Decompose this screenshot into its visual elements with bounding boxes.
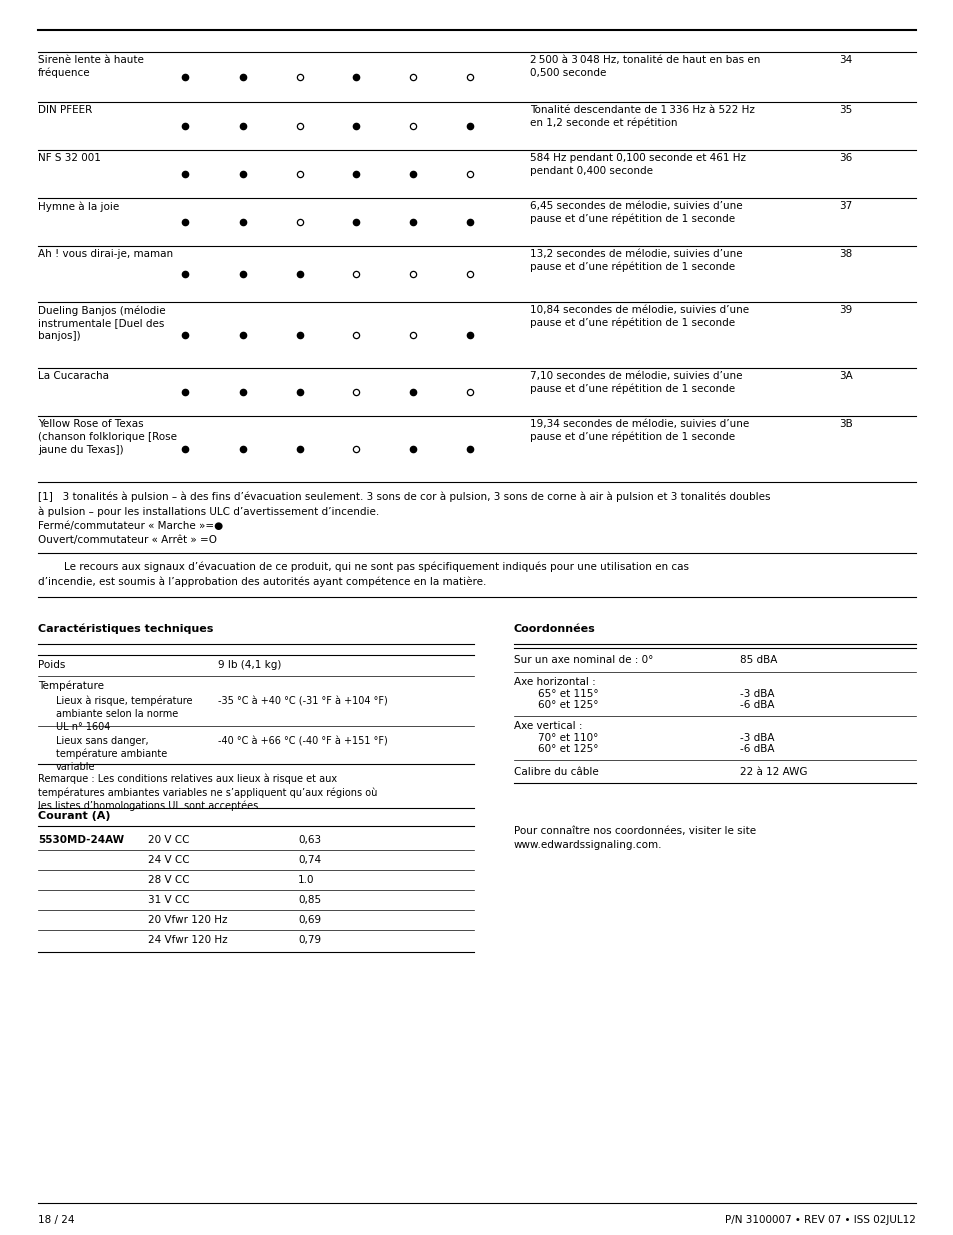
Text: 0,69: 0,69 xyxy=(297,915,321,925)
Text: Yellow Rose of Texas
(chanson folklorique [Rose
jaune du Texas]): Yellow Rose of Texas (chanson folkloriqu… xyxy=(38,419,177,454)
Text: 7,10 secondes de mélodie, suivies d’une
pause et d’une répétition de 1 seconde: 7,10 secondes de mélodie, suivies d’une … xyxy=(530,370,741,394)
Text: 0,85: 0,85 xyxy=(297,895,321,905)
Text: Lieux sans danger,
température ambiante
variable: Lieux sans danger, température ambiante … xyxy=(56,736,167,772)
Text: Le recours aux signaux d’évacuation de ce produit, qui ne sont pas spécifiquemen: Le recours aux signaux d’évacuation de c… xyxy=(38,562,688,588)
Text: 1.0: 1.0 xyxy=(297,876,314,885)
Text: 70° et 110°: 70° et 110° xyxy=(537,734,598,743)
Text: 584 Hz pendant 0,100 seconde et 461 Hz
pendant 0,400 seconde: 584 Hz pendant 0,100 seconde et 461 Hz p… xyxy=(530,153,745,175)
Text: 38: 38 xyxy=(838,249,851,259)
Text: 18 / 24: 18 / 24 xyxy=(38,1215,74,1225)
Text: 24 V CC: 24 V CC xyxy=(148,855,190,864)
Text: 20 Vfwr 120 Hz: 20 Vfwr 120 Hz xyxy=(148,915,227,925)
Text: Axe vertical :: Axe vertical : xyxy=(514,721,582,731)
Text: Remarque : Les conditions relatives aux lieux à risque et aux
températures ambia: Remarque : Les conditions relatives aux … xyxy=(38,774,377,811)
Text: 85 dBA: 85 dBA xyxy=(740,655,777,664)
Text: Tonalité descendante de 1 336 Hz à 522 Hz
en 1,2 seconde et répétition: Tonalité descendante de 1 336 Hz à 522 H… xyxy=(530,105,754,128)
Text: 19,34 secondes de mélodie, suivies d’une
pause et d’une répétition de 1 seconde: 19,34 secondes de mélodie, suivies d’une… xyxy=(530,419,748,442)
Text: 3A: 3A xyxy=(838,370,852,382)
Text: Sur un axe nominal de : 0°: Sur un axe nominal de : 0° xyxy=(514,655,653,664)
Text: 5530MD-24AW: 5530MD-24AW xyxy=(38,835,124,845)
Text: 36: 36 xyxy=(838,153,851,163)
Text: 31 V CC: 31 V CC xyxy=(148,895,190,905)
Text: 60° et 125°: 60° et 125° xyxy=(537,700,598,710)
Text: 2 500 à 3 048 Hz, tonalité de haut en bas en
0,500 seconde: 2 500 à 3 048 Hz, tonalité de haut en ba… xyxy=(530,56,760,78)
Text: Ah ! vous dirai-je, maman: Ah ! vous dirai-je, maman xyxy=(38,249,172,259)
Text: DIN PFEER: DIN PFEER xyxy=(38,105,92,115)
Text: La Cucaracha: La Cucaracha xyxy=(38,370,109,382)
Text: -3 dBA: -3 dBA xyxy=(740,689,774,699)
Text: NF S 32 001: NF S 32 001 xyxy=(38,153,101,163)
Text: 13,2 secondes de mélodie, suivies d’une
pause et d’une répétition de 1 seconde: 13,2 secondes de mélodie, suivies d’une … xyxy=(530,249,741,273)
Text: 39: 39 xyxy=(838,305,851,315)
Text: Courant (A): Courant (A) xyxy=(38,811,111,821)
Text: P/N 3100007 • REV 07 • ISS 02JUL12: P/N 3100007 • REV 07 • ISS 02JUL12 xyxy=(724,1215,915,1225)
Text: 9 lb (4,1 kg): 9 lb (4,1 kg) xyxy=(218,659,281,671)
Text: Poids: Poids xyxy=(38,659,66,671)
Text: Sirenè lente à haute
fréquence: Sirenè lente à haute fréquence xyxy=(38,56,144,79)
Text: Calibre du câble: Calibre du câble xyxy=(514,767,598,777)
Text: 28 V CC: 28 V CC xyxy=(148,876,190,885)
Text: Dueling Banjos (mélodie
instrumentale [Duel des
banjos]): Dueling Banjos (mélodie instrumentale [D… xyxy=(38,305,166,341)
Text: 65° et 115°: 65° et 115° xyxy=(537,689,598,699)
Text: Coordonnées: Coordonnées xyxy=(514,624,595,634)
Text: 37: 37 xyxy=(838,201,851,211)
Text: 22 à 12 AWG: 22 à 12 AWG xyxy=(740,767,806,777)
Text: 60° et 125°: 60° et 125° xyxy=(537,743,598,755)
Text: 3B: 3B xyxy=(838,419,852,429)
Text: 0,63: 0,63 xyxy=(297,835,321,845)
Text: -40 °C à +66 °C (-40 °F à +151 °F): -40 °C à +66 °C (-40 °F à +151 °F) xyxy=(218,736,387,746)
Text: 0,79: 0,79 xyxy=(297,935,321,945)
Text: 34: 34 xyxy=(838,56,851,65)
Text: Température: Température xyxy=(38,680,104,692)
Text: 35: 35 xyxy=(838,105,851,115)
Text: -6 dBA: -6 dBA xyxy=(740,700,774,710)
Text: -3 dBA: -3 dBA xyxy=(740,734,774,743)
Text: 6,45 secondes de mélodie, suivies d’une
pause et d’une répétition de 1 seconde: 6,45 secondes de mélodie, suivies d’une … xyxy=(530,201,741,225)
Text: 20 V CC: 20 V CC xyxy=(148,835,190,845)
Text: Caractéristiques techniques: Caractéristiques techniques xyxy=(38,624,213,634)
Text: Pour connaître nos coordonnées, visiter le site
www.edwardssignaling.com.: Pour connaître nos coordonnées, visiter … xyxy=(514,826,756,850)
Text: -6 dBA: -6 dBA xyxy=(740,743,774,755)
Text: Axe horizontal :: Axe horizontal : xyxy=(514,677,595,687)
Text: Lieux à risque, température
ambiante selon la norme
UL n° 1604: Lieux à risque, température ambiante sel… xyxy=(56,697,193,732)
Text: Hymne à la joie: Hymne à la joie xyxy=(38,201,119,211)
Text: 10,84 secondes de mélodie, suivies d’une
pause et d’une répétition de 1 seconde: 10,84 secondes de mélodie, suivies d’une… xyxy=(530,305,748,329)
Text: 24 Vfwr 120 Hz: 24 Vfwr 120 Hz xyxy=(148,935,228,945)
Text: 0,74: 0,74 xyxy=(297,855,321,864)
Text: [1]   3 tonalités à pulsion – à des fins d’évacuation seulement. 3 sons de cor à: [1] 3 tonalités à pulsion – à des fins d… xyxy=(38,492,770,545)
Text: -35 °C à +40 °C (-31 °F à +104 °F): -35 °C à +40 °C (-31 °F à +104 °F) xyxy=(218,697,387,706)
